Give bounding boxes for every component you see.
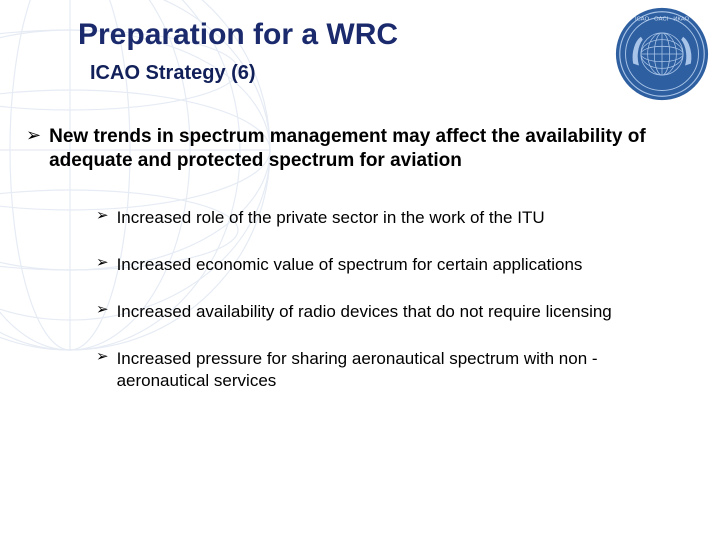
sub-bullet-list: ➢ Increased role of the private sector i… bbox=[96, 207, 680, 391]
sub-bullet: ➢ Increased availability of radio device… bbox=[96, 301, 680, 322]
slide-title: Preparation for a WRC bbox=[78, 18, 680, 52]
sub-bullet: ➢ Increased role of the private sector i… bbox=[96, 207, 680, 228]
slide-subtitle: ICAO Strategy (6) bbox=[90, 62, 680, 85]
sub-bullet-text: Increased role of the private sector in … bbox=[117, 207, 545, 228]
main-bullet-text: New trends in spectrum management may af… bbox=[49, 125, 680, 173]
bullet-arrow-icon: ➢ bbox=[26, 125, 41, 147]
sub-bullet-text: Increased pressure for sharing aeronauti… bbox=[117, 348, 680, 391]
icao-logo: ICAO · OACI · ИКАО bbox=[614, 6, 710, 102]
sub-bullet-text: Increased economic value of spectrum for… bbox=[117, 254, 583, 275]
bullet-arrow-icon: ➢ bbox=[96, 301, 109, 320]
bullet-arrow-icon: ➢ bbox=[96, 207, 109, 226]
sub-bullet: ➢ Increased economic value of spectrum f… bbox=[96, 254, 680, 275]
slide-content: Preparation for a WRC ICAO Strategy (6) … bbox=[0, 0, 720, 391]
sub-bullet: ➢ Increased pressure for sharing aeronau… bbox=[96, 348, 680, 391]
bullet-arrow-icon: ➢ bbox=[96, 348, 109, 367]
sub-bullet-text: Increased availability of radio devices … bbox=[117, 301, 612, 322]
svg-text:ICAO · OACI · ИКАО: ICAO · OACI · ИКАО bbox=[635, 16, 690, 22]
bullet-arrow-icon: ➢ bbox=[96, 254, 109, 273]
main-bullet: ➢ New trends in spectrum management may … bbox=[26, 125, 680, 173]
